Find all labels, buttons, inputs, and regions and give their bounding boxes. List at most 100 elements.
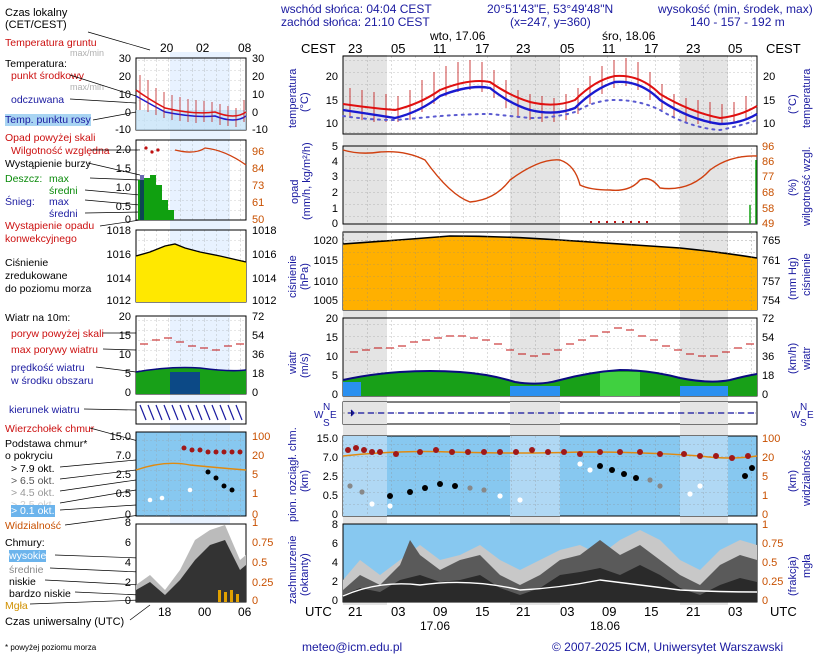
svg-text:30: 30 [119, 53, 131, 65]
svg-text:20: 20 [326, 71, 338, 83]
svg-text:1016: 1016 [107, 249, 131, 261]
svg-text:03: 03 [728, 604, 742, 619]
svg-text:CEST: CEST [301, 41, 336, 56]
svg-text:0: 0 [125, 214, 131, 226]
svg-text:1015: 1015 [314, 255, 338, 267]
snieg-label: Śnieg: [5, 196, 35, 208]
svg-text:15.0: 15.0 [317, 433, 338, 445]
cloud-base-dots [387, 463, 755, 499]
svg-text:757: 757 [762, 276, 780, 288]
temperatura-label: Temperatura: [5, 58, 67, 70]
svg-text:03: 03 [391, 604, 405, 619]
svg-text:(mm Hg): (mm Hg) [787, 257, 799, 300]
svg-text:0: 0 [762, 595, 768, 607]
svg-text:03: 03 [560, 604, 574, 619]
svg-text:1012: 1012 [107, 295, 131, 307]
predkosc-label: prędkość wiatru [11, 362, 85, 374]
mini-cloud-panel [135, 431, 247, 517]
svg-text:wilgotność wzgl.: wilgotność wzgl. [801, 147, 813, 227]
mini-wind-direction [135, 401, 247, 425]
svg-text:11: 11 [433, 41, 447, 56]
svg-text:(%): (%) [787, 179, 799, 196]
odczuwana-label: odczuwana [11, 94, 65, 106]
svg-text:0.5: 0.5 [323, 490, 338, 502]
footnote-text: * powyżej poziomu morza [5, 643, 97, 652]
svg-text:2: 2 [332, 576, 338, 588]
svg-text:15: 15 [763, 95, 775, 107]
svg-text:zachmurzenie: zachmurzenie [287, 536, 299, 604]
svg-text:10: 10 [326, 351, 338, 363]
svg-text:0.5: 0.5 [116, 488, 131, 500]
svg-text:36: 36 [762, 351, 774, 363]
main-side-labels-right: (°C) temperatura (%) wilgotność wzgl. (m… [787, 68, 813, 596]
svg-text:20: 20 [252, 71, 264, 83]
svg-text:3: 3 [332, 171, 338, 183]
cisnienie-label: Ciśnienie [5, 257, 49, 269]
svg-text:15: 15 [326, 95, 338, 107]
svg-text:17.06: 17.06 [420, 619, 450, 633]
mini-wind-panel [135, 315, 247, 395]
svg-text:1014: 1014 [107, 273, 131, 285]
max-min2-label: max/min [70, 82, 105, 92]
svg-text:61: 61 [252, 197, 264, 209]
svg-text:7.0: 7.0 [116, 450, 131, 462]
svg-text:05: 05 [728, 41, 742, 56]
svg-text:72: 72 [252, 311, 264, 323]
czas-uniwersalny-label: Czas uniwersalny (UTC) [5, 616, 125, 628]
burza-label: Wystąpienie burzy [5, 158, 91, 170]
svg-text:5: 5 [332, 370, 338, 382]
svg-text:15: 15 [326, 332, 338, 344]
svg-text:00: 00 [198, 605, 212, 619]
svg-text:86: 86 [762, 156, 774, 168]
svg-text:0.5: 0.5 [116, 201, 131, 213]
svg-text:temperatura: temperatura [287, 68, 299, 128]
svg-text:0: 0 [252, 509, 258, 521]
svg-text:S: S [323, 418, 330, 429]
svg-text:1: 1 [762, 519, 768, 531]
svg-text:1014: 1014 [252, 273, 276, 285]
max-min-label: max/min [70, 48, 105, 58]
mini-cloud-ticks: 15.0 7.0 2.5 0.5 0 100 20 5 1 0 [110, 431, 271, 521]
contact-email-link[interactable]: meteo@icm.edu.pl [302, 640, 403, 654]
cloud-ticks: 15.0 7.0 2.5 0.5 0 100 20 5 1 0 [317, 433, 781, 521]
svg-text:1.5: 1.5 [116, 163, 131, 175]
svg-text:4: 4 [125, 557, 131, 569]
svg-text:49: 49 [762, 218, 774, 230]
konwekcyjnego-label: konwekcyjnego [5, 233, 77, 245]
opad-powyzej-label: Opad powyżej skali [5, 132, 96, 144]
altitude-title: wysokość (min, środek, max) [658, 2, 813, 16]
svg-text:20: 20 [763, 71, 775, 83]
svg-text:1020: 1020 [314, 235, 338, 247]
deszcz-label: Deszcz: [5, 173, 43, 185]
svg-text:08: 08 [238, 41, 252, 55]
svg-text:0: 0 [332, 595, 338, 607]
niskie-label: niskie [9, 576, 36, 588]
svg-text:CEST: CEST [766, 41, 801, 56]
svg-text:20: 20 [762, 452, 774, 464]
svg-text:0: 0 [332, 509, 338, 521]
svg-text:21: 21 [348, 604, 362, 619]
svg-text:8: 8 [125, 517, 131, 529]
svg-text:1: 1 [252, 517, 258, 529]
svg-text:4: 4 [332, 557, 338, 569]
svg-text:21: 21 [686, 604, 700, 619]
svg-text:opad: opad [289, 180, 301, 204]
wind-chart [342, 317, 758, 397]
deszcz-sredni-label: średni [49, 185, 78, 197]
svg-text:-10: -10 [252, 124, 268, 136]
wilgotnosc-label: Wilgotność względna [11, 145, 110, 157]
svg-text:temperatura: temperatura [801, 68, 813, 128]
max-porywy-label: max porywy wiatru [11, 344, 98, 356]
podstawa-label: Podstawa chmur* [5, 438, 88, 450]
okt01-label: > 0.1 okt. [11, 505, 55, 517]
czas-lokalny-label: Czas lokalny [5, 7, 68, 19]
mini-meteogram: 30 20 10 0 -10 30 20 10 0 -10 20 02 08 2… [29, 31, 276, 621]
srednie-label: średnie [9, 564, 44, 576]
svg-text:0: 0 [252, 107, 258, 119]
svg-text:20: 20 [119, 71, 131, 83]
svg-text:0: 0 [762, 509, 768, 521]
svg-text:(mm/h, kg/m²/h): (mm/h, kg/m²/h) [301, 142, 313, 220]
svg-text:1010: 1010 [314, 276, 338, 288]
svg-text:58: 58 [762, 203, 774, 215]
snieg-max-label: max [49, 196, 69, 208]
